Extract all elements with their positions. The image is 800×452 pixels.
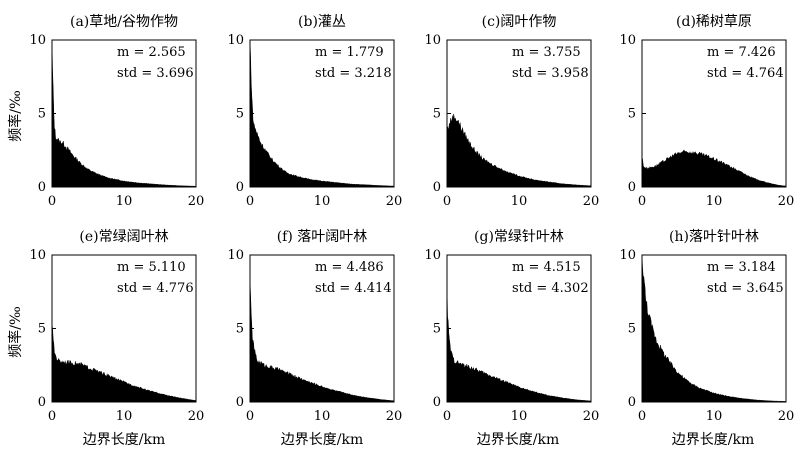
panel-4: 0 5 10 0 10 20 (e)常绿阔叶林 m = 5.110 std = 4.776 [29, 229, 204, 424]
x-tick-label: 20 [778, 409, 795, 424]
y-tick-label: 5 [433, 322, 441, 337]
y-tick-label: 5 [628, 107, 636, 122]
panel-title: (e)常绿阔叶林 [79, 229, 168, 245]
panel-0: 0 5 10 0 10 20 (a)草地/谷物作物 m = 2.565 std = 3.696 [29, 14, 204, 209]
x-tick-label: 0 [443, 194, 451, 209]
x-tick-label: 10 [314, 409, 331, 424]
y-tick-label: 0 [628, 180, 636, 195]
mean-label: m = 7.426 [707, 45, 776, 60]
std-label: std = 3.696 [117, 66, 194, 81]
x-tick-label: 10 [706, 409, 723, 424]
mean-label: m = 3.755 [512, 45, 581, 60]
std-label: std = 3.958 [512, 66, 589, 81]
x-tick-label: 20 [386, 194, 403, 209]
panel-3: 0 5 10 0 10 20 (d)稀树草原 m = 7.426 std = 4.764 [619, 14, 794, 209]
y-tick-label: 10 [29, 248, 46, 263]
panel-title: (c)阔叶作物 [482, 14, 557, 30]
panel-title: (h)落叶针叶林 [669, 229, 759, 245]
y-tick-label: 5 [38, 107, 46, 122]
x-tick-label: 20 [583, 194, 600, 209]
histogram-area [641, 149, 787, 188]
histogram-area [446, 284, 592, 403]
x-tick-label: 10 [511, 409, 528, 424]
panel-6: 0 5 10 0 10 20 (g)常绿针叶林 m = 4.515 std = 4.302 [424, 229, 599, 424]
histogram-area [641, 254, 787, 403]
y-tick-label: 10 [424, 248, 441, 263]
y-axis-label-bottom: 频率/‰ [7, 306, 24, 358]
x-tick-label: 0 [246, 409, 254, 424]
y-tick-label: 0 [38, 395, 46, 410]
mean-label: m = 3.184 [707, 260, 776, 275]
x-tick-label: 10 [116, 409, 133, 424]
panel-1: 0 5 10 0 10 20 (b)灌丛 m = 1.779 std = 3.218 [227, 14, 402, 209]
std-label: std = 3.645 [707, 281, 784, 296]
panel-title: (b)灌丛 [298, 14, 346, 30]
x-tick-label: 20 [583, 409, 600, 424]
histogram-area [446, 113, 592, 188]
panel-5: 0 5 10 0 10 20 (f) 落叶阔叶林 m = 4.486 std = 4.414 [227, 229, 402, 424]
y-tick-label: 5 [236, 107, 244, 122]
x-tick-label: 0 [638, 194, 646, 209]
y-tick-label: 10 [227, 33, 244, 48]
y-tick-label: 5 [628, 322, 636, 337]
y-tick-label: 0 [433, 395, 441, 410]
x-tick-label: 0 [48, 409, 56, 424]
x-axis-label-d: 边界长度/km [672, 432, 754, 448]
y-tick-label: 0 [38, 180, 46, 195]
histogram-area [249, 39, 395, 188]
mean-label: m = 5.110 [117, 260, 186, 275]
std-label: std = 4.764 [707, 66, 784, 81]
std-label: std = 4.414 [315, 281, 392, 296]
histogram-area [51, 324, 197, 403]
x-tick-label: 10 [116, 194, 133, 209]
histogram-area [249, 279, 395, 403]
x-axis-label-a: 边界长度/km [83, 432, 165, 448]
x-axis-label-c: 边界长度/km [477, 432, 559, 448]
panel-title: (g)常绿针叶林 [474, 229, 564, 245]
y-tick-label: 0 [433, 180, 441, 195]
y-tick-label: 5 [38, 322, 46, 337]
x-tick-label: 20 [386, 409, 403, 424]
y-tick-label: 10 [619, 248, 636, 263]
panel-title: (f) 落叶阔叶林 [277, 229, 368, 245]
mean-label: m = 2.565 [117, 45, 186, 60]
y-tick-label: 10 [424, 33, 441, 48]
mean-label: m = 4.515 [512, 260, 581, 275]
y-tick-label: 0 [236, 180, 244, 195]
x-tick-label: 10 [706, 194, 723, 209]
std-label: std = 3.218 [315, 66, 392, 81]
x-axis-label-b: 边界长度/km [281, 432, 363, 448]
y-tick-label: 10 [619, 33, 636, 48]
y-tick-label: 10 [29, 33, 46, 48]
panel-title: (a)草地/谷物作物 [70, 14, 178, 30]
x-tick-label: 0 [638, 409, 646, 424]
y-tick-label: 0 [236, 395, 244, 410]
y-tick-label: 5 [433, 107, 441, 122]
y-tick-label: 10 [227, 248, 244, 263]
x-tick-label: 20 [188, 194, 205, 209]
panel-title: (d)稀树草原 [676, 14, 752, 30]
y-tick-label: 0 [628, 395, 636, 410]
x-tick-label: 20 [188, 409, 205, 424]
y-axis-label-top: 频率/‰ [7, 90, 24, 142]
std-label: std = 4.776 [117, 281, 194, 296]
y-tick-label: 5 [236, 322, 244, 337]
histogram-area [51, 39, 197, 188]
x-tick-label: 0 [48, 194, 56, 209]
x-tick-label: 0 [246, 194, 254, 209]
std-label: std = 4.302 [512, 281, 589, 296]
panel-2: 0 5 10 0 10 20 (c)阔叶作物 m = 3.755 std = 3.958 [424, 14, 599, 209]
x-tick-label: 0 [443, 409, 451, 424]
panel-7: 0 5 10 0 10 20 (h)落叶针叶林 m = 3.184 std = 3.645 [619, 229, 794, 424]
mean-label: m = 1.779 [315, 45, 384, 60]
x-tick-label: 10 [314, 194, 331, 209]
x-tick-label: 20 [778, 194, 795, 209]
mean-label: m = 4.486 [315, 260, 384, 275]
x-tick-label: 10 [511, 194, 528, 209]
